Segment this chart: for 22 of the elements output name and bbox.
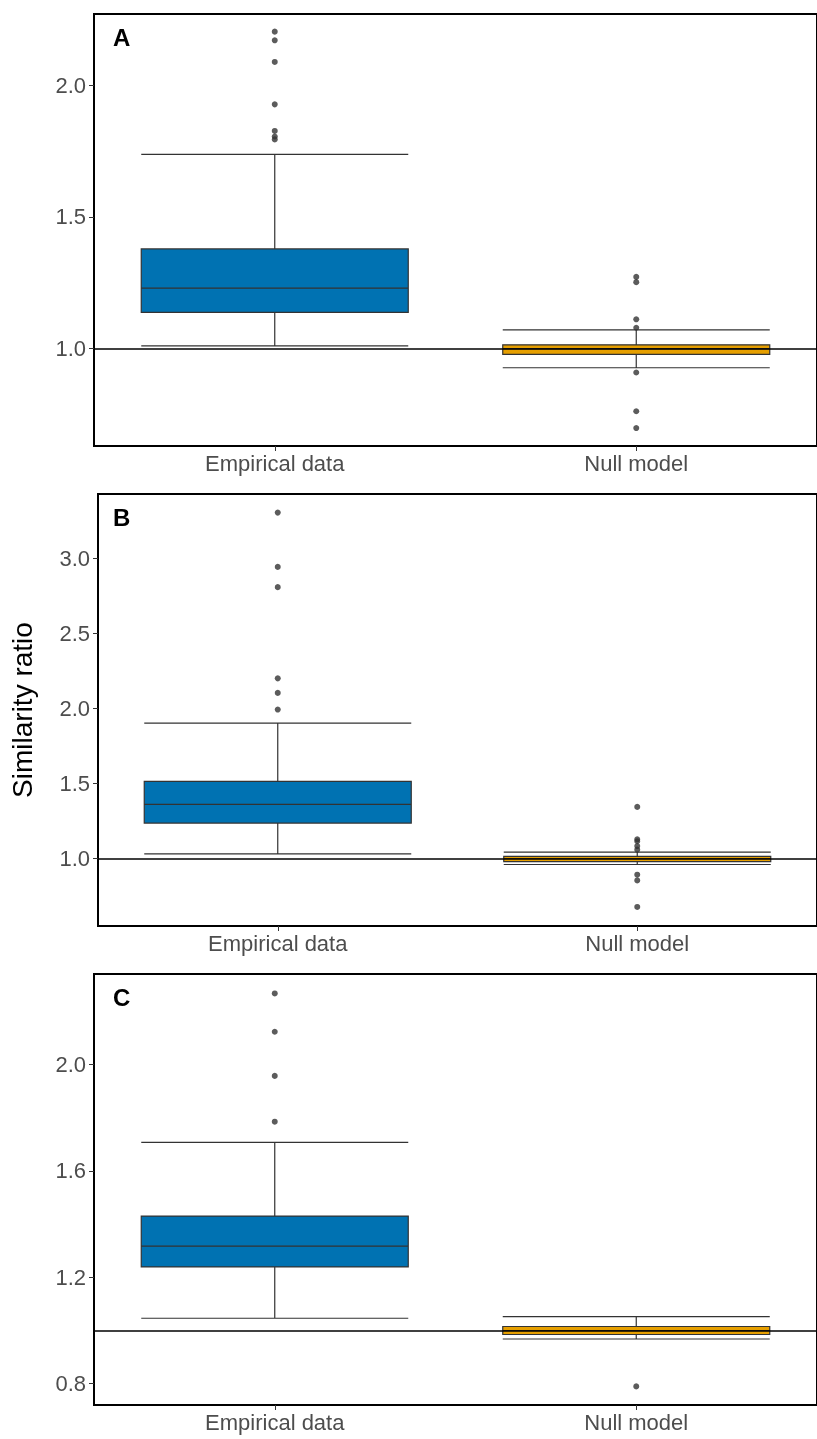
x-tick-label: Empirical data bbox=[205, 1409, 346, 1435]
y-tick-label: 2.5 bbox=[59, 621, 90, 646]
x-tick-label: Empirical data bbox=[208, 930, 349, 956]
y-tick-label: 1.5 bbox=[55, 204, 86, 230]
y-tick-label: 1.2 bbox=[55, 1264, 86, 1290]
y-tick-label: 2.0 bbox=[55, 1051, 86, 1077]
y-tick-label: 3.0 bbox=[59, 546, 90, 571]
y-tick-label: 1.5 bbox=[59, 771, 90, 796]
chart-title: A bbox=[113, 23, 131, 51]
chart-title: B bbox=[113, 503, 131, 531]
chart-title: C bbox=[113, 983, 131, 1011]
y-tick-label: 2.0 bbox=[59, 696, 90, 721]
y-axis-title: Similarity ratio bbox=[6, 622, 38, 798]
x-tick-label: Null model bbox=[585, 930, 690, 956]
y-tick-label: 0.8 bbox=[55, 1371, 86, 1397]
y-tick-label: 1.0 bbox=[59, 846, 90, 871]
x-tick-label: Empirical data bbox=[205, 450, 346, 476]
y-tick-label: 1.6 bbox=[55, 1158, 86, 1184]
x-tick-label: Null model bbox=[584, 1409, 689, 1435]
y-tick-label: 1.0 bbox=[55, 336, 86, 362]
x-tick-label: Null model bbox=[584, 450, 689, 476]
y-tick-label: 2.0 bbox=[55, 72, 86, 98]
